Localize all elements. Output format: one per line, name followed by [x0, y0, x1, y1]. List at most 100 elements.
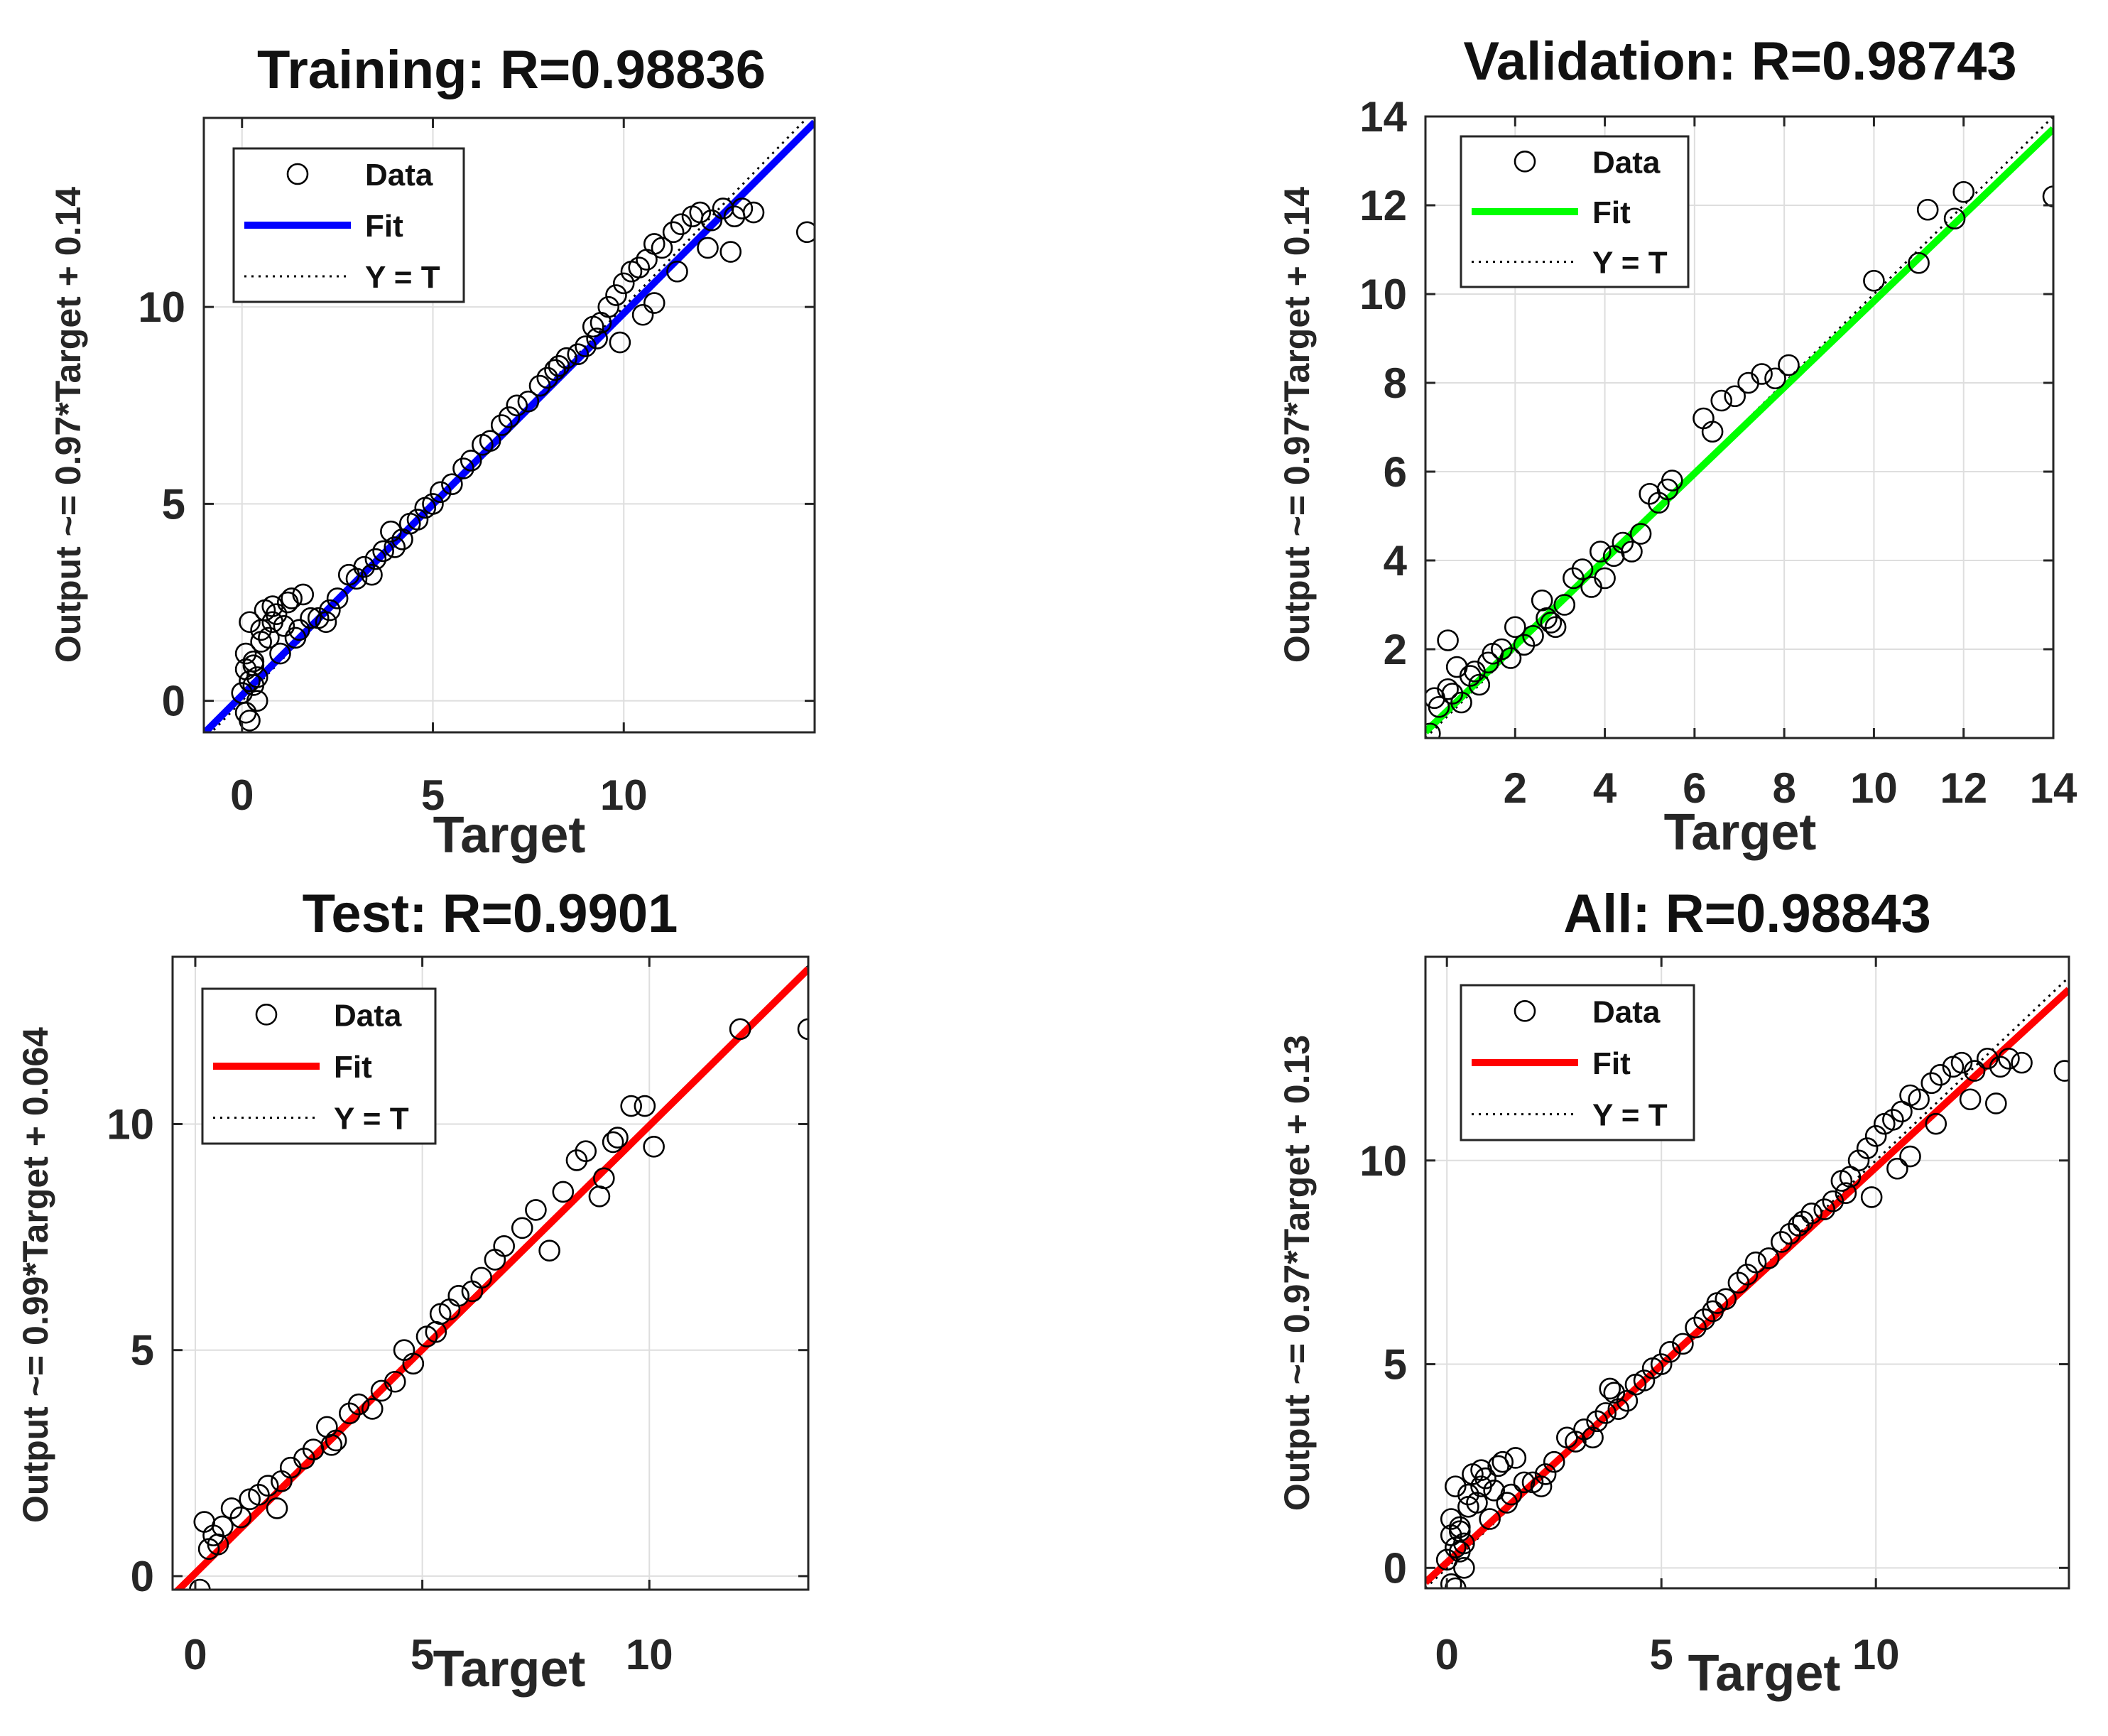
- test-data-point: [266, 1497, 288, 1519]
- all-data-point: [1985, 1092, 2007, 1114]
- validation-fit-line: [1425, 126, 2053, 734]
- validation-legend-data-label: Data: [1592, 145, 1661, 180]
- training-data-point: [361, 563, 383, 586]
- all-data-point: [1599, 1377, 1621, 1400]
- all-data-point: [1989, 1056, 2011, 1078]
- test-data-point: [607, 1127, 629, 1149]
- validation-data-point: [2042, 185, 2053, 207]
- all-data-point: [1582, 1426, 1604, 1449]
- all-data-point: [1672, 1333, 1694, 1355]
- training-plot-area: [204, 118, 815, 732]
- all-data-point: [1543, 1450, 1565, 1473]
- test-data-point: [384, 1370, 406, 1393]
- all-data-point: [2011, 1051, 2033, 1074]
- test-data-point: [511, 1217, 533, 1239]
- validation-y-tick-label: 6: [1384, 448, 1407, 496]
- all-data-point: [1800, 1203, 1822, 1225]
- training-data-point: [250, 619, 272, 641]
- validation-data-point: [1916, 198, 1939, 221]
- all-data-point: [1779, 1222, 1801, 1245]
- all-data-point: [1727, 1271, 1750, 1294]
- all-data-point: [1864, 1125, 1887, 1147]
- training-data-point: [422, 493, 444, 515]
- all-data-point: [1504, 1447, 1527, 1469]
- validation-data-point: [1468, 673, 1491, 696]
- all-data-point: [1744, 1251, 1767, 1274]
- training-data-point: [689, 201, 712, 224]
- training-legend-identity-label: Y = T: [365, 260, 440, 295]
- validation-legend-data-marker: [1514, 151, 1536, 173]
- test-data-point: [797, 1018, 808, 1041]
- panel-all: 0 5 10 0 5 10 All: R=0.98843 Target Output ~= 0.…: [1277, 884, 2070, 1702]
- all-data-point: [1453, 1557, 1475, 1579]
- validation-data-point: [1710, 389, 1733, 412]
- training-data-point: [452, 457, 474, 479]
- validation-data-point: [1701, 421, 1724, 443]
- test-y-tick-label: 10: [107, 1100, 154, 1148]
- all-data-point: [1715, 1288, 1737, 1311]
- training-data-point: [605, 284, 627, 306]
- validation-data-point: [1425, 722, 1441, 738]
- all-data-point: [1886, 1157, 1908, 1180]
- training-data-point: [700, 209, 723, 232]
- all-data-point: [1658, 1341, 1681, 1363]
- training-data-point: [670, 213, 692, 236]
- all-data-point: [1487, 1455, 1509, 1477]
- all-data-point: [1470, 1459, 1492, 1481]
- panel-test: 0 5 10 0 5 10 Test: R=0.9901 Target Output ~= 0.…: [16, 884, 810, 1698]
- training-legend-fit-label: Fit: [365, 209, 403, 244]
- all-data-point: [1788, 1215, 1810, 1237]
- test-data-point: [538, 1239, 560, 1262]
- training-x-axis-label: Target: [433, 807, 586, 864]
- validation-data-point: [1428, 695, 1450, 718]
- all-data-point: [1594, 1402, 1617, 1424]
- training-data-point: [544, 359, 566, 381]
- training-data-point: [697, 237, 719, 259]
- test-data-point: [643, 1136, 665, 1158]
- all-data-point: [1435, 1548, 1458, 1571]
- all-data-point: [1586, 1410, 1608, 1433]
- validation-x-tick-label: 14: [2030, 764, 2077, 812]
- test-data-point: [552, 1181, 575, 1203]
- validation-data-point: [1522, 624, 1544, 647]
- all-data-point: [1856, 1137, 1879, 1159]
- training-data-point: [429, 481, 452, 504]
- all-data-point: [1950, 1051, 1973, 1074]
- validation-data-point: [1437, 678, 1459, 700]
- training-data-point: [586, 327, 608, 349]
- training-x-tick-label: 0: [230, 771, 254, 819]
- all-data-point: [1882, 1109, 1904, 1131]
- validation-data-point: [1621, 541, 1643, 563]
- training-data-point: [631, 303, 654, 326]
- all-legend-data-marker: [1514, 1000, 1536, 1022]
- training-data-point: [269, 642, 291, 665]
- validation-legend-identity-label: Y = T: [1592, 246, 1668, 281]
- all-data-point: [1565, 1431, 1587, 1453]
- all-data-point: [1929, 1064, 1952, 1086]
- validation-y-tick-label: 2: [1384, 626, 1407, 673]
- all-data-point: [1976, 1048, 1999, 1070]
- test-legend-fit-label: Fit: [334, 1050, 372, 1085]
- training-data-point: [372, 540, 394, 563]
- all-y-tick-label: 0: [1384, 1544, 1407, 1592]
- validation-data-point: [1863, 269, 1885, 292]
- all-y-tick-label: 5: [1384, 1341, 1407, 1389]
- training-data-point: [353, 555, 376, 578]
- validation-data-point: [1540, 612, 1563, 634]
- training-data-point: [441, 473, 463, 495]
- test-plot-area: [173, 964, 808, 1590]
- test-data-point: [325, 1429, 347, 1452]
- training-data-point: [319, 599, 341, 622]
- training-y-tick-label: 0: [162, 678, 185, 725]
- training-data-point: [292, 583, 315, 606]
- training-data-point: [460, 450, 482, 472]
- validation-title: Validation: R=0.98743: [1463, 31, 2016, 92]
- training-data-point: [628, 256, 651, 279]
- training-data-point: [479, 430, 501, 452]
- validation-y-tick-label: 8: [1384, 359, 1407, 407]
- all-x-tick-label: 5: [1650, 1631, 1673, 1678]
- test-legend-data-marker: [255, 1004, 278, 1026]
- training-data-point: [548, 355, 570, 377]
- training-legend-data-marker: [286, 163, 309, 185]
- training-data-point: [742, 201, 765, 224]
